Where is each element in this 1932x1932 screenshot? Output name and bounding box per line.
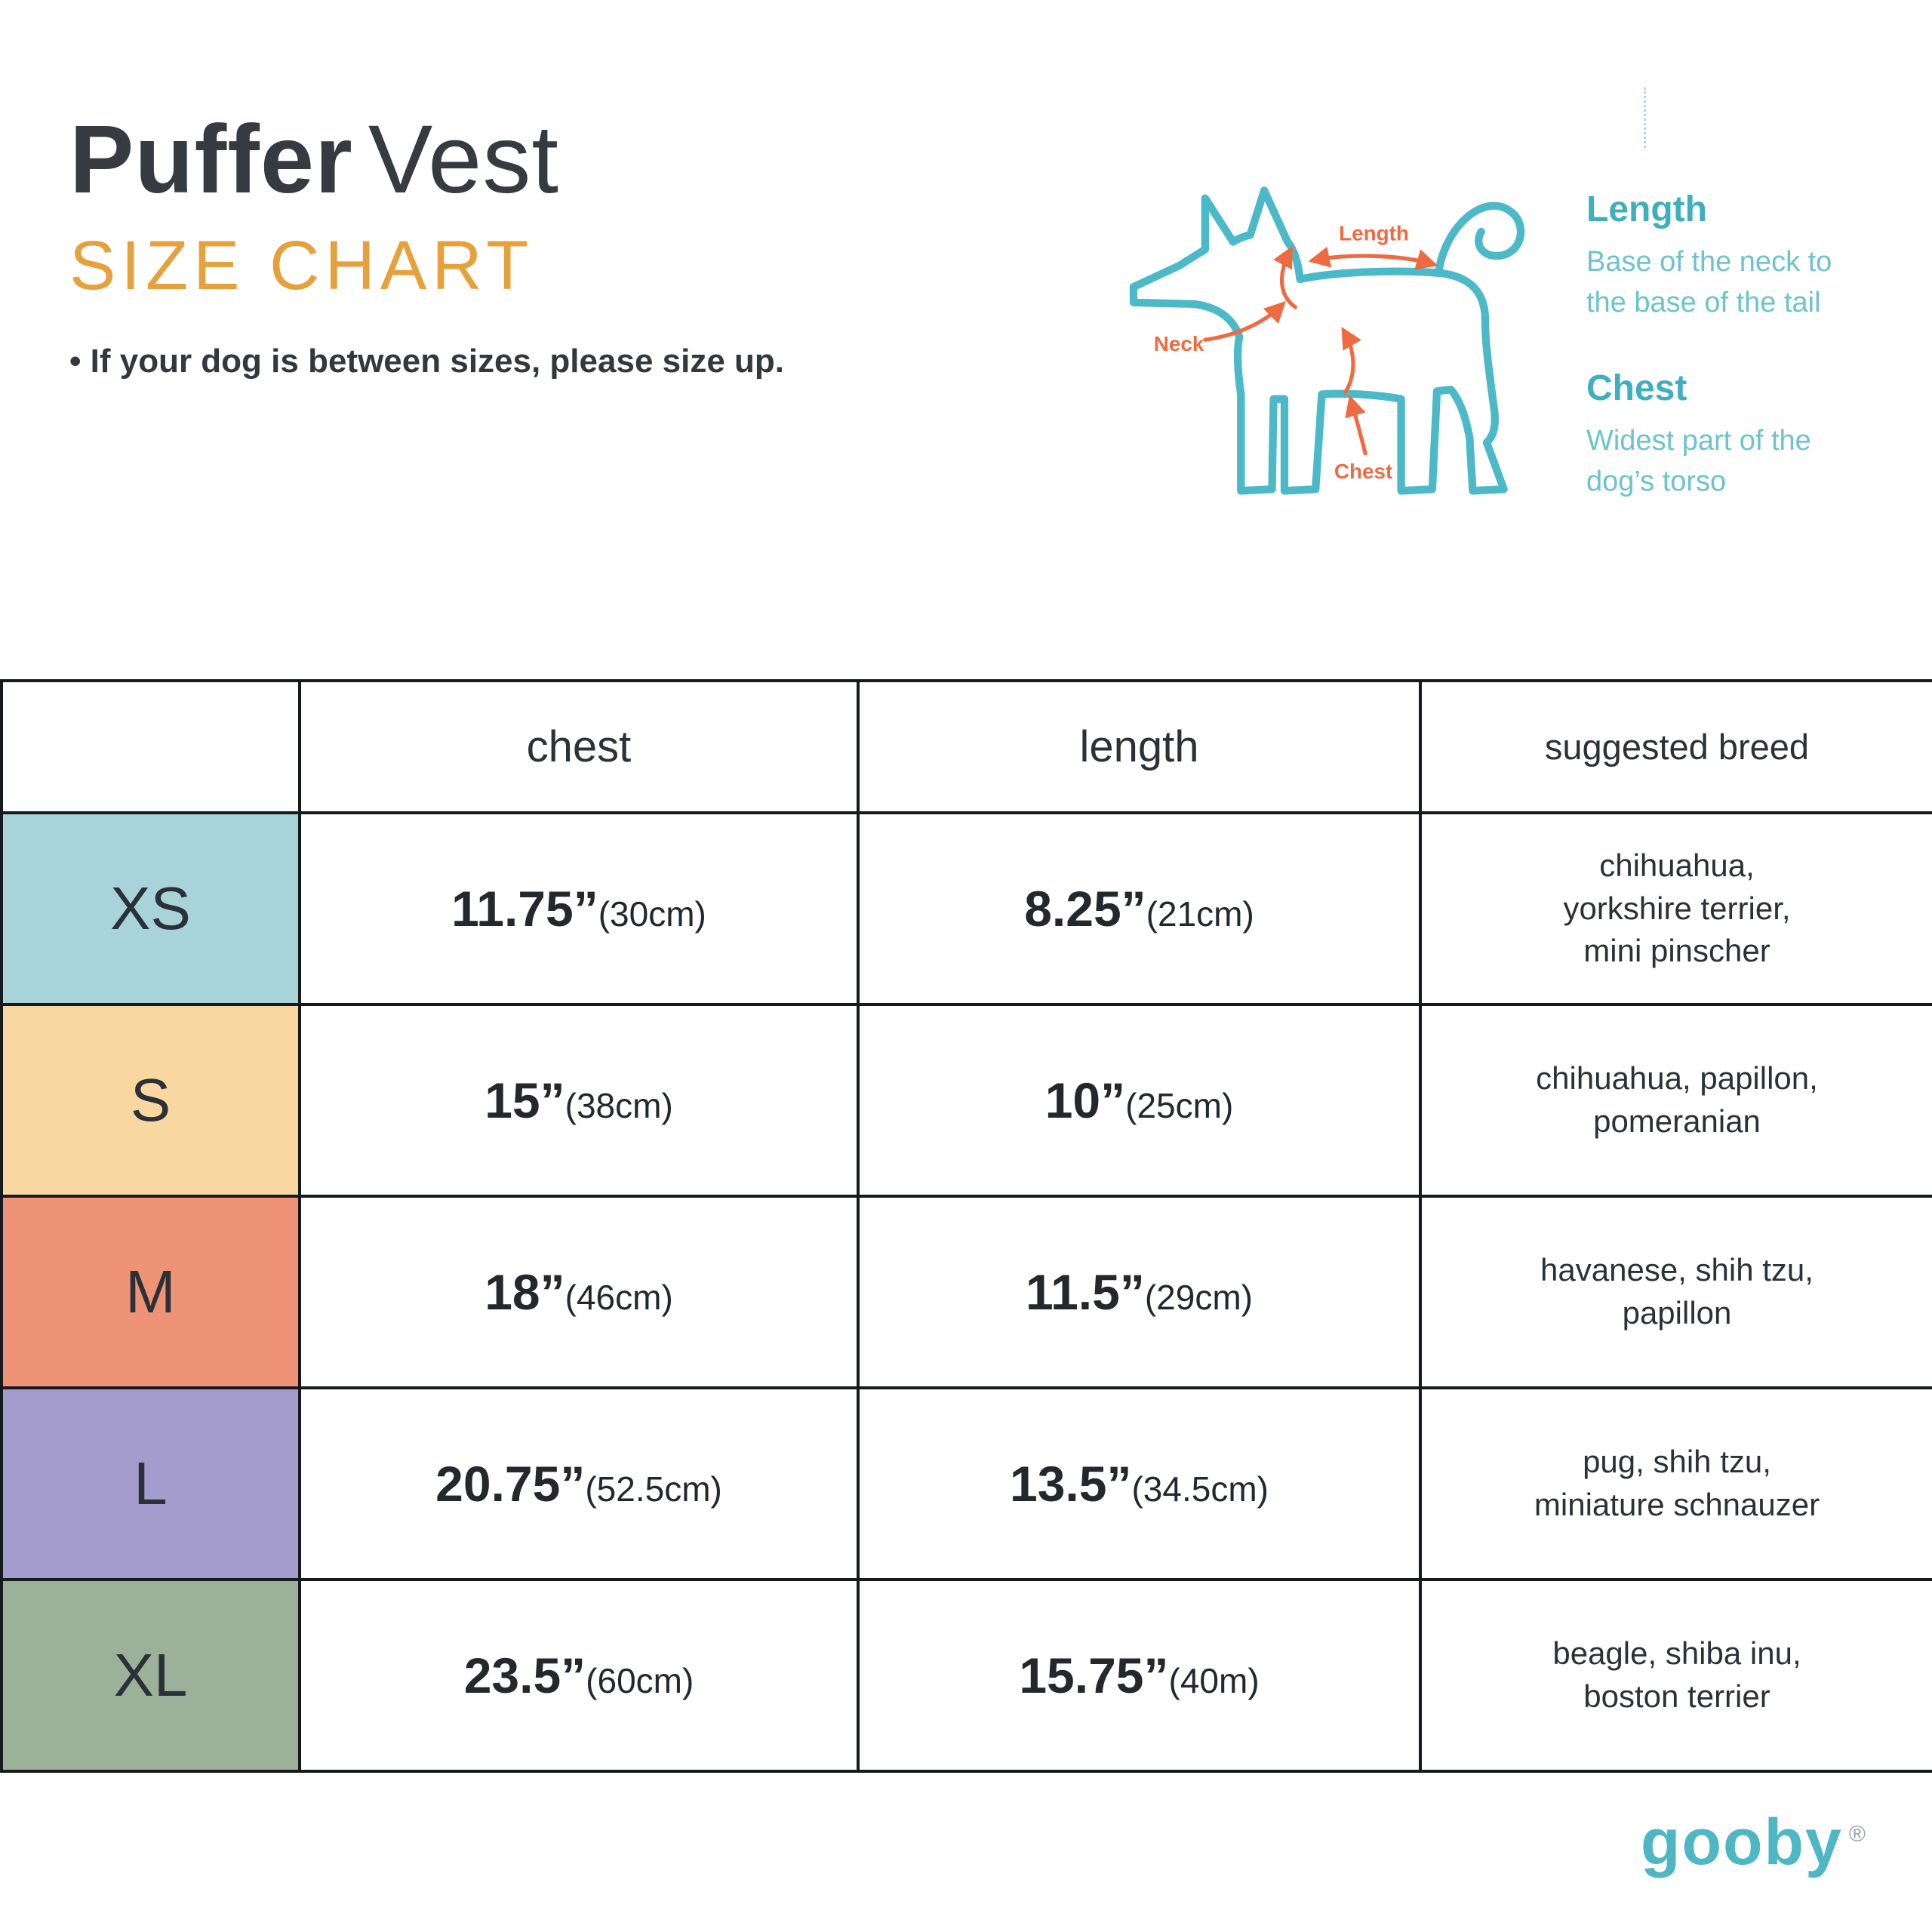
length-value-metric: (29cm) xyxy=(1144,1278,1253,1317)
length-cell: 13.5”(34.5cm) xyxy=(857,1386,1422,1581)
table-row-xl: XL 23.5”(60cm) 15.75”(40m) beagle, shiba… xyxy=(0,1578,1932,1773)
chest-cell: 20.75”(52.5cm) xyxy=(298,1386,860,1581)
header-chest: chest xyxy=(298,679,860,814)
dotted-guide-line xyxy=(1644,88,1646,148)
header-suggested-breed: suggested breed xyxy=(1419,679,1932,814)
table-row-l: L 20.75”(52.5cm) 13.5”(34.5cm) pug, shih… xyxy=(0,1386,1932,1581)
breed-cell: chihuahua, papillon, pomeranian xyxy=(1419,1003,1932,1198)
table-row-s: S 15”(38cm) 10”(25cm) chihuahua, papillo… xyxy=(0,1003,1932,1198)
size-cell: M xyxy=(0,1195,301,1389)
table-row-xs: XS 11.75”(30cm) 8.25”(21cm) chihuahua, y… xyxy=(0,811,1932,1006)
chest-cell: 15”(38cm) xyxy=(298,1003,860,1198)
chest-value: 18” xyxy=(485,1264,565,1320)
legend-chest-title: Chest xyxy=(1586,368,1687,408)
breed-cell: havanese, shih tzu, papillon xyxy=(1419,1195,1932,1389)
page-subtitle: SIZE CHART xyxy=(69,227,534,304)
length-value: 15.75” xyxy=(1019,1647,1169,1703)
breed-cell: beagle, shiba inu, boston terrier xyxy=(1419,1578,1932,1773)
length-measure-line xyxy=(1308,246,1438,270)
length-value: 11.5” xyxy=(1026,1264,1145,1320)
length-label: Length xyxy=(1339,221,1409,245)
chest-value-metric: (52.5cm) xyxy=(585,1469,722,1509)
header-length: length xyxy=(857,679,1422,814)
size-table: chest length suggested breed XS 11.75”(3… xyxy=(0,679,1932,1773)
chest-value-metric: (60cm) xyxy=(586,1661,694,1700)
chest-connector-line xyxy=(1345,395,1367,456)
chest-value-metric: (30cm) xyxy=(598,894,706,934)
length-value: 10” xyxy=(1044,1072,1126,1128)
chest-value: 20.75” xyxy=(435,1456,586,1512)
dog-measurement-diagram: Neck Length Chest xyxy=(1087,155,1585,559)
size-cell: XL xyxy=(0,1578,301,1773)
brand-logo-text: gooby xyxy=(1640,1806,1843,1878)
dog-diagram-svg: Neck Length Chest xyxy=(1129,186,1525,495)
chest-value-metric: (38cm) xyxy=(565,1086,673,1125)
chest-cell: 23.5”(60cm) xyxy=(298,1578,860,1773)
length-cell: 15.75”(40m) xyxy=(857,1578,1422,1773)
breed-cell: pug, shih tzu, miniature schnauzer xyxy=(1419,1386,1932,1581)
length-value-metric: (40m) xyxy=(1168,1661,1260,1700)
measurement-legend: Length Base of the neck to the base of t… xyxy=(1586,189,1918,546)
table-header-row: chest length suggested breed xyxy=(0,679,1932,814)
chest-label: Chest xyxy=(1334,460,1392,483)
legend-item-length: Length Base of the neck to the base of t… xyxy=(1586,189,1918,324)
dog-outline xyxy=(1129,186,1508,495)
registered-trademark-icon: ® xyxy=(1848,1822,1867,1847)
chest-value: 15” xyxy=(485,1072,565,1128)
breed-cell: chihuahua, yorkshire terrier, mini pinsc… xyxy=(1419,811,1932,1006)
size-cell: XS xyxy=(0,811,301,1006)
chest-value: 11.75” xyxy=(451,881,598,937)
sizing-note: • If your dog is between sizes, please s… xyxy=(69,343,785,380)
length-value-metric: (34.5cm) xyxy=(1131,1469,1269,1509)
length-value: 8.25” xyxy=(1024,881,1146,937)
legend-length-description: Base of the neck to the base of the tail xyxy=(1586,246,1832,318)
brand-logo: gooby ® xyxy=(1641,1805,1867,1880)
legend-item-chest: Chest Widest part of the dog’s torso xyxy=(1586,368,1918,503)
header: Puffer Vest SIZE CHART • If your dog is b… xyxy=(69,112,784,380)
header-size xyxy=(0,679,301,814)
page-title-light: Vest xyxy=(368,106,559,214)
page-title: Puffer Vest xyxy=(69,112,784,208)
chest-cell: 11.75”(30cm) xyxy=(298,811,860,1006)
chest-measure-line xyxy=(1341,327,1361,395)
neck-connector-line xyxy=(1203,300,1286,342)
page-title-bold: Puffer xyxy=(69,106,353,214)
length-value-metric: (21cm) xyxy=(1146,894,1254,934)
length-cell: 10”(25cm) xyxy=(857,1003,1422,1198)
length-value: 13.5” xyxy=(1010,1456,1132,1512)
legend-chest-description: Widest part of the dog’s torso xyxy=(1586,424,1811,497)
chest-cell: 18”(46cm) xyxy=(298,1195,860,1389)
chest-value-metric: (46cm) xyxy=(565,1278,673,1317)
length-cell: 8.25”(21cm) xyxy=(857,811,1422,1006)
size-cell: L xyxy=(0,1386,301,1581)
neck-measure-line xyxy=(1273,245,1297,309)
length-cell: 11.5”(29cm) xyxy=(857,1195,1422,1389)
length-value-metric: (25cm) xyxy=(1125,1086,1234,1125)
chest-value: 23.5” xyxy=(463,1647,586,1703)
legend-length-title: Length xyxy=(1586,189,1707,229)
dog-tail xyxy=(1434,202,1525,277)
neck-label: Neck xyxy=(1154,332,1204,355)
size-cell: S xyxy=(0,1003,301,1198)
table-row-m: M 18”(46cm) 11.5”(29cm) havanese, shih t… xyxy=(0,1195,1932,1389)
